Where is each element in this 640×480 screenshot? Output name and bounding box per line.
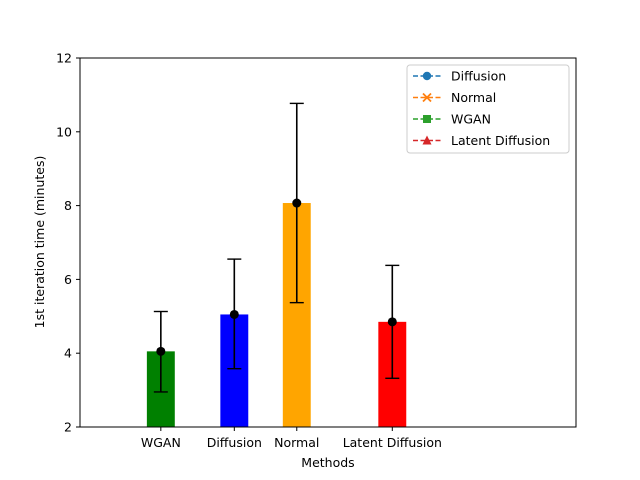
mean-point-wgan [156, 346, 166, 356]
legend-marker-wgan [423, 115, 431, 123]
axes-group: 2 4 6 8 10 12 WGAN Diffusion Normal Latent Diffus… [56, 51, 577, 450]
x-tick-label: Normal [274, 435, 319, 450]
legend-marker-diffusion [422, 71, 432, 81]
legend: Diffusion Normal WGAN Latent Diffusion [406, 64, 570, 154]
legend-box [406, 64, 570, 154]
y-tick-label: 8 [64, 198, 72, 213]
x-tick-label: Diffusion [207, 435, 262, 450]
x-tick-label: WGAN [141, 435, 181, 450]
y-tick-label: 10 [56, 124, 72, 139]
legend-label-normal: Normal [451, 90, 496, 105]
y-tick-label: 12 [56, 51, 72, 66]
legend-marker-latent-diffusion [422, 135, 432, 145]
legend-label-latent-diffusion: Latent Diffusion [451, 133, 550, 148]
mean-point-normal [292, 198, 302, 208]
x-tick-label: Latent Diffusion [343, 435, 442, 450]
legend-marker-stroke [422, 92, 432, 103]
x-axis-label: Methods [301, 455, 354, 470]
legend-label-diffusion: Diffusion [451, 69, 506, 84]
legend-label-wgan: WGAN [451, 112, 491, 127]
mean-point-diffusion [229, 309, 239, 319]
y-tick-label: 6 [64, 272, 72, 287]
mean-point-latent-diffusion [387, 317, 397, 327]
errorbars-group [153, 102, 400, 393]
axes-frame [79, 57, 577, 428]
y-tick-label: 4 [64, 346, 72, 361]
legend-marker-normal [422, 92, 432, 103]
y-tick-label: 2 [64, 420, 72, 435]
y-axis-label: 1st iteration time (minutes) [32, 156, 47, 329]
